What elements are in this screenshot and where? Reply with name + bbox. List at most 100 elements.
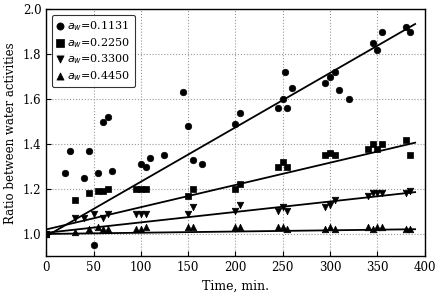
$a_w$=0.2250 [184,193,191,198]
$a_w$=0.2250 [322,153,329,158]
$a_w$=0.1131 [161,153,168,158]
$a_w$=0.3300 [90,211,97,216]
$a_w$=0.4450 [99,227,106,232]
$a_w$=0.2250 [237,182,244,187]
$a_w$=0.3300 [402,191,409,196]
$a_w$=0.1131 [147,155,154,160]
$a_w$=0.1131 [137,162,144,167]
$a_w$=0.1131 [43,232,50,236]
$a_w$=0.4450 [364,225,371,230]
$a_w$=0.4450 [71,229,78,234]
$a_w$=0.1131 [232,121,239,126]
$a_w$=0.2250 [331,153,338,158]
$a_w$=0.1131 [81,175,88,180]
$a_w$=0.1131 [189,157,196,162]
$a_w$=0.1131 [199,162,206,167]
$a_w$=0.1131 [407,29,414,34]
$a_w$=0.3300 [104,211,111,216]
$a_w$=0.3300 [331,198,338,203]
$a_w$=0.4450 [402,227,409,232]
$a_w$=0.4450 [95,225,102,230]
$a_w$=0.1131 [402,25,409,29]
$a_w$=0.1131 [62,171,69,176]
$a_w$=0.2250 [364,146,371,151]
$a_w$=0.2250 [279,159,286,164]
$a_w$=0.2250 [142,187,149,191]
$a_w$=0.4450 [407,227,414,232]
$a_w$=0.1131 [180,90,187,95]
$a_w$=0.1131 [378,29,385,34]
$a_w$=0.1131 [336,88,343,92]
$a_w$=0.4450 [132,227,139,232]
$a_w$=0.1131 [99,119,106,124]
$a_w$=0.3300 [142,211,149,216]
$a_w$=0.4450 [184,225,191,230]
$a_w$=0.4450 [85,227,92,232]
$a_w$=0.2250 [374,146,381,151]
$a_w$=0.2250 [104,187,111,191]
$a_w$=0.3300 [237,202,244,207]
$a_w$=0.3300 [232,209,239,214]
$a_w$=0.2250 [232,187,239,191]
$a_w$=0.1131 [275,106,282,110]
$a_w$=0.4450 [331,227,338,232]
$a_w$=0.1131 [90,243,97,248]
$a_w$=0.1131 [95,171,102,176]
$a_w$=0.4450 [142,225,149,230]
$a_w$=0.1131 [279,97,286,102]
$a_w$=0.1131 [66,148,73,153]
$a_w$=0.3300 [189,205,196,209]
$a_w$=0.3300 [184,211,191,216]
$a_w$=0.1131 [345,97,352,102]
$a_w$=0.3300 [369,191,376,196]
$a_w$=0.2250 [402,137,409,142]
X-axis label: Time, min.: Time, min. [202,280,269,293]
$a_w$=0.3300 [137,211,144,216]
$a_w$=0.4450 [374,225,381,230]
$a_w$=0.3300 [71,216,78,221]
$a_w$=0.4450 [43,232,50,236]
Legend: $a_w$=0.1131, $a_w$=0.2250, $a_w$=0.3300, $a_w$=0.4450: $a_w$=0.1131, $a_w$=0.2250, $a_w$=0.3300… [52,15,135,87]
$a_w$=0.4450 [237,225,244,230]
$a_w$=0.1131 [289,86,296,90]
$a_w$=0.1131 [284,106,291,110]
$a_w$=0.3300 [99,216,106,221]
$a_w$=0.3300 [275,209,282,214]
$a_w$=0.2250 [43,232,50,236]
$a_w$=0.4450 [189,225,196,230]
$a_w$=0.2250 [275,164,282,169]
$a_w$=0.3300 [322,205,329,209]
$a_w$=0.1131 [109,169,116,173]
$a_w$=0.3300 [279,205,286,209]
$a_w$=0.4450 [104,227,111,232]
$a_w$=0.1131 [184,124,191,128]
$a_w$=0.3300 [132,211,139,216]
$a_w$=0.3300 [326,202,334,207]
$a_w$=0.4450 [232,225,239,230]
$a_w$=0.2250 [85,191,92,196]
$a_w$=0.1131 [326,74,334,79]
$a_w$=0.4450 [279,225,286,230]
$a_w$=0.4450 [322,227,329,232]
$a_w$=0.3300 [378,191,385,196]
$a_w$=0.4450 [378,225,385,230]
$a_w$=0.4450 [326,225,334,230]
$a_w$=0.2250 [132,187,139,191]
$a_w$=0.2250 [137,187,144,191]
$a_w$=0.1131 [281,70,288,75]
$a_w$=0.1131 [85,148,92,153]
$a_w$=0.1131 [104,115,111,119]
$a_w$=0.4450 [137,227,144,232]
$a_w$=0.1131 [322,81,329,86]
$a_w$=0.2250 [99,189,106,194]
$a_w$=0.3300 [364,193,371,198]
$a_w$=0.2250 [369,142,376,146]
$a_w$=0.4450 [369,227,376,232]
$a_w$=0.2250 [71,198,78,203]
$a_w$=0.2250 [378,142,385,146]
$a_w$=0.3300 [374,191,381,196]
$a_w$=0.1131 [369,40,376,45]
$a_w$=0.3300 [81,216,88,221]
$a_w$=0.3300 [43,232,50,236]
$a_w$=0.2250 [95,189,102,194]
